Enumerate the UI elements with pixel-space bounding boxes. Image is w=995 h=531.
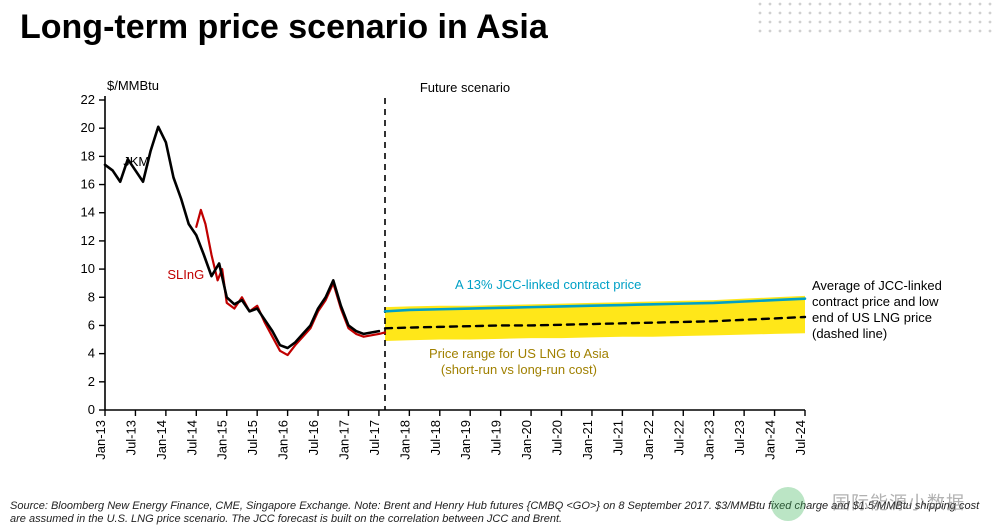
svg-text:Jul-16: Jul-16 [306,420,321,455]
avg-right-label: contract price and low [812,294,939,309]
svg-text:Jan-24: Jan-24 [763,420,778,460]
jkm-label: JKM [123,154,149,169]
avg-right-label: end of US LNG price [812,310,932,325]
future-scenario-label: Future scenario [420,80,510,95]
svg-text:Jul-21: Jul-21 [610,420,625,455]
svg-text:Jul-23: Jul-23 [732,420,747,455]
svg-text:0: 0 [88,402,95,417]
svg-text:Jul-22: Jul-22 [671,420,686,455]
svg-text:Jan-22: Jan-22 [641,420,656,460]
svg-text:2: 2 [88,374,95,389]
watermark-logo [771,487,805,521]
svg-text:Jan-21: Jan-21 [580,420,595,460]
svg-text:Jul-24: Jul-24 [793,420,808,455]
svg-text:Jul-13: Jul-13 [123,420,138,455]
chart-container: 0 2 4 6 8 10 12 14 16 18 20 22 $/MMBtu Jan-13 Jul-13 Ja… [0,0,995,505]
y-axis-label: $/MMBtu [107,78,159,93]
band-label-1: Price range for US LNG to Asia [429,346,610,361]
svg-text:6: 6 [88,317,95,332]
svg-text:14: 14 [81,205,95,220]
svg-text:12: 12 [81,233,95,248]
svg-text:Jul-19: Jul-19 [489,420,504,455]
jcc-contract-label: A 13% JCC-linked contract price [455,277,641,292]
svg-text:Jan-17: Jan-17 [336,420,351,460]
svg-text:Jul-17: Jul-17 [367,420,382,455]
svg-text:4: 4 [88,346,95,361]
watermark-text: 国际能源小数据 [832,489,965,515]
svg-text:20: 20 [81,120,95,135]
svg-text:22: 22 [81,92,95,107]
svg-text:Jan-15: Jan-15 [215,420,230,460]
avg-right-label: (dashed line) [812,326,887,341]
price-chart: 0 2 4 6 8 10 12 14 16 18 20 22 $/MMBtu Jan-13 Jul-13 Ja… [0,0,995,500]
svg-text:Jul-15: Jul-15 [245,420,260,455]
sling-label: SLInG [167,267,204,282]
svg-text:Jul-18: Jul-18 [428,420,443,455]
svg-text:Jan-19: Jan-19 [458,420,473,460]
svg-text:Jan-13: Jan-13 [93,420,108,460]
svg-text:Jul-20: Jul-20 [550,420,565,455]
band-label-2: (short-run vs long-run cost) [441,362,597,377]
svg-text:Jan-20: Jan-20 [519,420,534,460]
avg-right-label: Average of JCC-linked [812,278,942,293]
svg-text:18: 18 [81,148,95,163]
svg-text:Jan-14: Jan-14 [154,420,169,460]
svg-text:10: 10 [81,261,95,276]
svg-text:Jan-16: Jan-16 [276,420,291,460]
svg-text:Jan-23: Jan-23 [702,420,717,460]
svg-text:16: 16 [81,177,95,192]
svg-text:8: 8 [88,289,95,304]
svg-text:Jul-14: Jul-14 [184,420,199,455]
svg-text:Jan-18: Jan-18 [397,420,412,460]
